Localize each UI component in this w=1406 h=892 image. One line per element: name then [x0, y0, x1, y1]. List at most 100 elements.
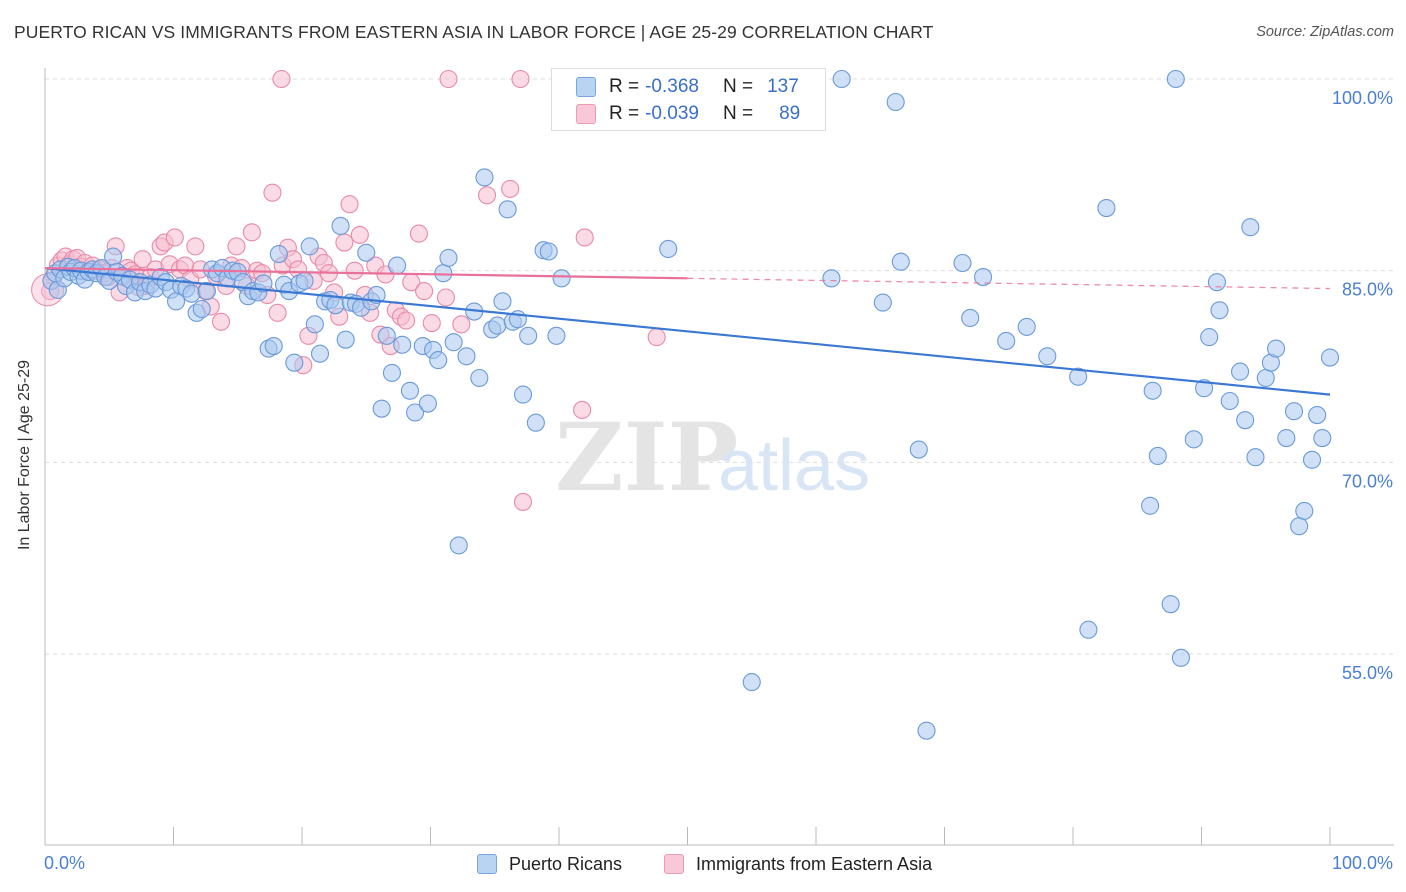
point-puerto-ricans [1210, 301, 1229, 320]
point-eastern-asia [422, 314, 441, 333]
point-puerto-ricans [1308, 406, 1327, 425]
point-eastern-asia [335, 233, 354, 252]
point-puerto-ricans [1195, 379, 1214, 398]
point-puerto-ricans [197, 282, 216, 301]
watermark: ZIP atlas [555, 403, 870, 513]
point-puerto-ricans [493, 292, 512, 311]
point-puerto-ricans [1246, 448, 1265, 467]
point-puerto-ricans [400, 381, 419, 400]
point-puerto-ricans [1166, 69, 1185, 89]
point-eastern-asia [268, 303, 287, 322]
legend-swatch-blue [576, 77, 596, 97]
x-tick-label-min: 0.0% [44, 853, 85, 873]
point-puerto-ricans [1295, 501, 1314, 520]
point-puerto-ricans [1277, 429, 1296, 448]
point-puerto-ricans [886, 92, 905, 112]
point-puerto-ricans [367, 285, 386, 304]
point-puerto-ricans [310, 344, 330, 363]
bottom-legend-label: Puerto Ricans [509, 853, 623, 874]
point-eastern-asia [263, 183, 282, 202]
point-puerto-ricans [388, 256, 407, 275]
legend-n-value: 89 [779, 103, 801, 124]
point-puerto-ricans [305, 315, 324, 334]
point-puerto-ricans [526, 413, 545, 432]
point-puerto-ricans [1184, 430, 1203, 449]
bottom-legend-swatch-pink [664, 854, 684, 874]
point-puerto-ricans [1079, 620, 1098, 639]
point-eastern-asia [575, 228, 594, 247]
point-puerto-ricans [519, 326, 538, 345]
point-eastern-asia [397, 311, 416, 330]
bottom-legend-eastern-asia: Immigrants from Eastern Asia [664, 851, 932, 877]
point-puerto-ricans [552, 269, 571, 288]
point-puerto-ricans [104, 247, 123, 266]
chart-title: PUERTO RICAN VS IMMIGRANTS FROM EASTERN … [14, 22, 934, 42]
point-puerto-ricans [434, 264, 453, 283]
point-puerto-ricans [1220, 391, 1239, 411]
x-tick-label-max: 100.0% [1332, 853, 1393, 873]
point-puerto-ricans [439, 248, 458, 267]
point-puerto-ricans [953, 253, 972, 273]
point-puerto-ricans [961, 308, 980, 327]
point-puerto-ricans [917, 721, 936, 740]
point-puerto-ricans [470, 368, 489, 388]
point-eastern-asia [272, 69, 291, 89]
y-tick-label: 70.0% [1342, 471, 1393, 491]
legend-row-eastern-asia: R = -0.039 N = 89 [576, 102, 800, 126]
point-puerto-ricans [336, 330, 355, 349]
trend-lines [44, 267, 1331, 396]
point-puerto-ricans [1256, 368, 1275, 388]
bottom-legend-swatch-blue [477, 854, 497, 874]
point-eastern-asia [436, 288, 455, 307]
point-puerto-ricans [498, 200, 517, 219]
point-puerto-ricans [1200, 328, 1219, 347]
point-puerto-ricans [873, 293, 892, 312]
point-puerto-ricans [997, 331, 1016, 350]
point-puerto-ricans [1148, 446, 1167, 465]
point-eastern-asia [165, 228, 184, 247]
point-puerto-ricans [192, 299, 211, 319]
point-puerto-ricans [418, 394, 437, 413]
bottom-legend-puerto-ricans: Puerto Ricans [477, 851, 622, 877]
point-puerto-ricans [393, 335, 412, 354]
point-puerto-ricans [382, 363, 402, 382]
legend-r-label: R = [609, 76, 640, 97]
point-puerto-ricans [539, 242, 558, 261]
point-puerto-ricans [264, 337, 283, 356]
point-puerto-ricans [1231, 362, 1250, 381]
stats-legend: R = -0.368 N = 137 R = -0.039 N = 89 [551, 68, 826, 131]
point-puerto-ricans [269, 245, 288, 264]
source-label: Source: ZipAtlas.com [1256, 24, 1394, 40]
point-eastern-asia [511, 69, 530, 89]
point-puerto-ricans [254, 274, 273, 293]
point-puerto-ricans [377, 326, 396, 345]
point-eastern-asia [439, 69, 458, 89]
trend-line-eastern-asia-extension [687, 277, 1331, 290]
point-eastern-asia [211, 312, 231, 331]
point-puerto-ricans [909, 440, 928, 459]
point-puerto-ricans [822, 269, 841, 288]
point-puerto-ricans [285, 353, 304, 372]
point-eastern-asia [345, 261, 364, 280]
point-puerto-ricans [457, 347, 476, 366]
point-eastern-asia [227, 237, 246, 256]
point-puerto-ricans [326, 296, 345, 315]
legend-r-label: R = [609, 103, 640, 124]
point-puerto-ricans [1266, 339, 1286, 358]
point-puerto-ricans [444, 333, 463, 352]
point-eastern-asia [186, 237, 205, 256]
point-puerto-ricans [182, 284, 201, 303]
point-puerto-ricans [1320, 348, 1340, 367]
point-puerto-ricans [832, 69, 851, 89]
point-puerto-ricans [1313, 429, 1332, 448]
point-eastern-asia [350, 225, 369, 244]
point-puerto-ricans [1290, 517, 1309, 536]
y-tick-label: 55.0% [1342, 663, 1393, 683]
point-puerto-ricans [1161, 595, 1180, 614]
point-puerto-ricans [1017, 317, 1036, 336]
point-puerto-ricans [331, 216, 350, 235]
point-puerto-ricans [1207, 273, 1226, 292]
legend-n-label: N = [722, 103, 754, 124]
legend-r-value: -0.368 [645, 76, 699, 97]
